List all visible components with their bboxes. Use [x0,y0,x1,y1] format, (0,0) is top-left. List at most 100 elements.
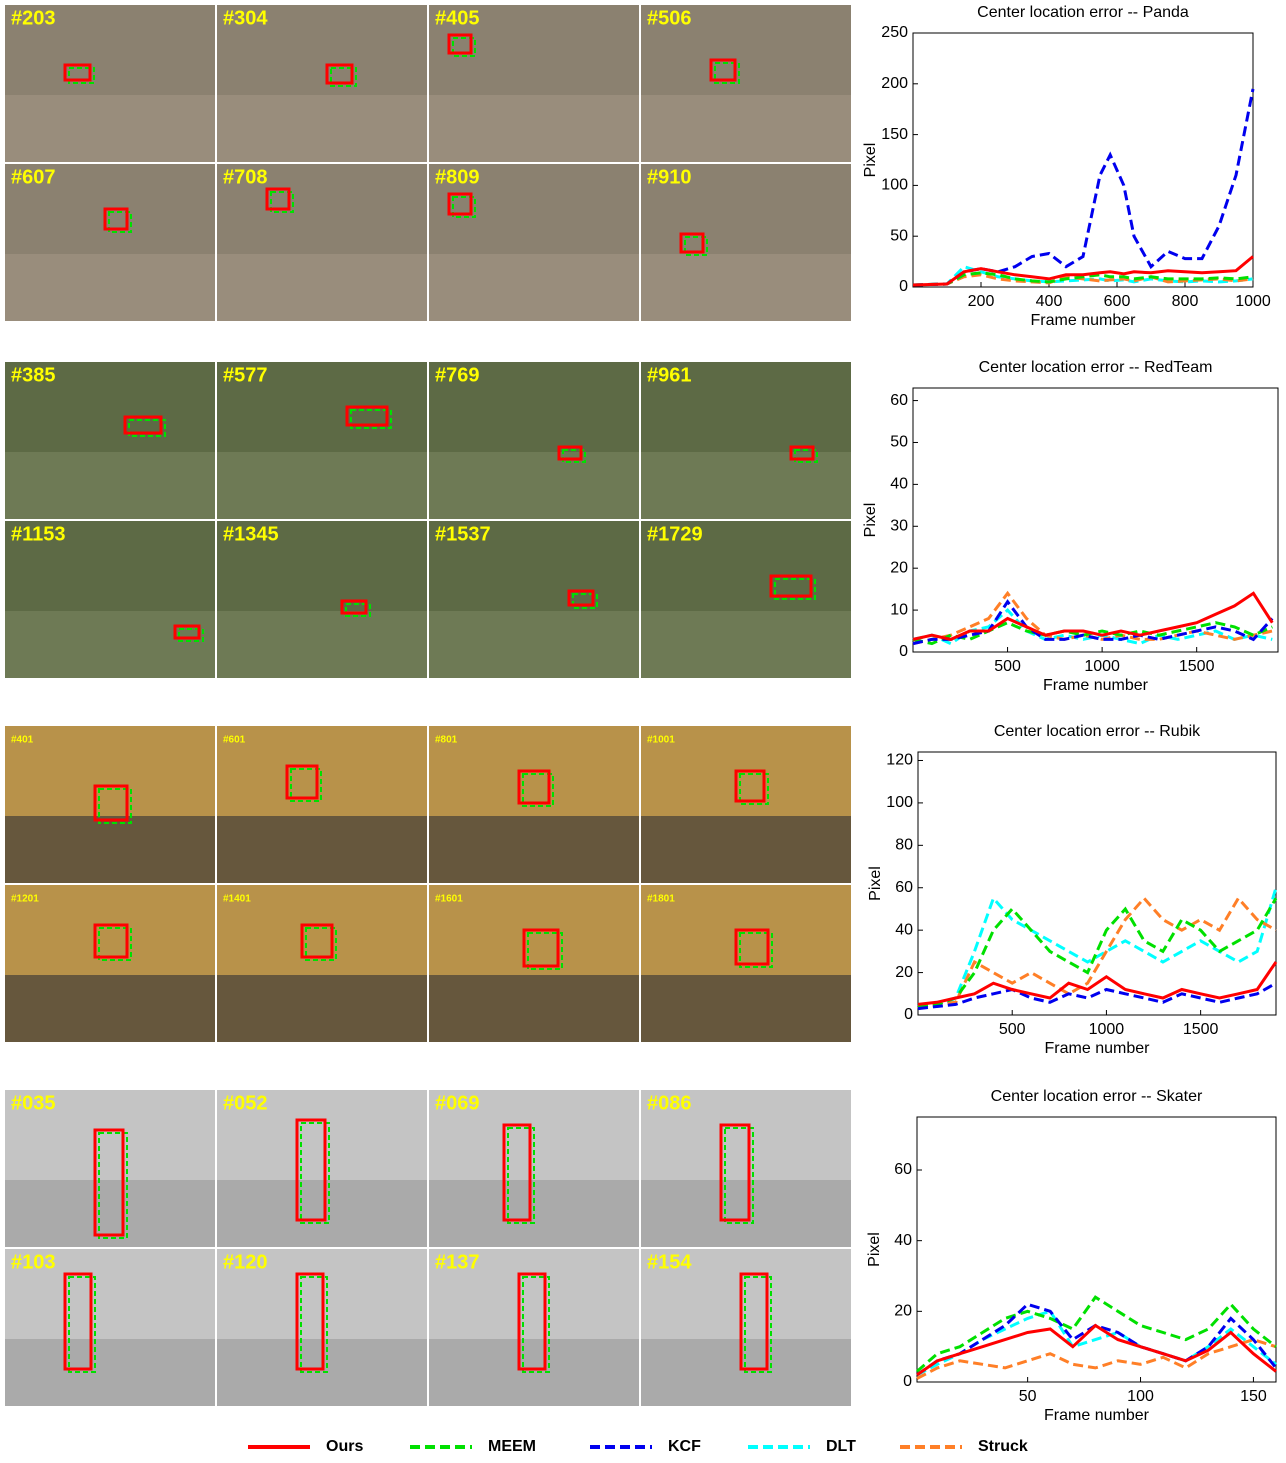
frame-image-detail [641,816,851,883]
frame-label: #1601 [435,894,463,905]
y-tick-label: 60 [895,879,913,896]
legend-label: KCF [668,1438,701,1455]
frame-image-detail [5,254,215,321]
y-tick-label: 150 [881,126,908,143]
x-tick-label: 150 [1240,1388,1267,1405]
frame-label: #103 [11,1251,56,1273]
frame-image-detail [641,95,851,162]
frame-image-detail [429,254,639,321]
x-tick-label: 500 [999,1021,1026,1038]
x-tick-label: 1000 [1235,293,1271,310]
y-tick-label: 10 [890,601,908,618]
x-tick-label: 1500 [1183,1021,1219,1038]
x-tick-label: 100 [1127,1388,1154,1405]
y-tick-label: 200 [881,75,908,92]
frame-image-detail [429,975,639,1042]
frame-label: #154 [647,1251,692,1273]
y-tick-label: 30 [890,518,908,535]
y-tick-label: 100 [886,794,913,811]
legend-label: Ours [326,1438,363,1455]
frame-label: #910 [647,166,692,188]
y-tick-label: 0 [904,1006,913,1023]
chart-title: Center location error -- Rubik [994,723,1201,740]
frame-image-detail [5,816,215,883]
legend-label: MEEM [488,1438,536,1455]
chart-title: Center location error -- RedTeam [979,359,1213,376]
x-tick-label: 600 [1104,293,1131,310]
frame-label: #506 [647,7,692,29]
x-tick-label: 200 [968,293,995,310]
frame-image-detail [217,95,427,162]
frame-label: #1401 [223,894,251,905]
frame-label: #1729 [647,523,703,545]
y-tick-label: 20 [890,559,908,576]
x-tick-label: 1500 [1179,658,1215,675]
frame-image-detail [217,975,427,1042]
y-tick-label: 0 [899,643,908,660]
frame-image-detail [429,452,639,519]
x-axis-label: Frame number [1045,1040,1151,1057]
frame-label: #401 [11,735,34,746]
frame-label: #405 [435,7,480,29]
chart-title: Center location error -- Skater [991,1088,1203,1105]
frame-label: #607 [11,166,56,188]
frame-label: #052 [223,1092,268,1114]
y-tick-label: 0 [903,1373,912,1390]
legend-label: DLT [826,1438,856,1455]
frame-label: #304 [223,7,268,29]
frame-label: #961 [647,364,692,386]
frame-label: #769 [435,364,480,386]
frame-label: #137 [435,1251,480,1273]
x-axis-label: Frame number [1031,312,1137,329]
x-axis-label: Frame number [1043,677,1149,694]
y-axis-label: Pixel [862,143,879,178]
frame-label: #1345 [223,523,279,545]
frame-label: #1153 [11,523,66,545]
frame-image-detail [641,611,851,678]
frame-label: #385 [11,364,56,386]
frame-image-detail [217,816,427,883]
frame-image-detail [641,1180,851,1247]
frame-label: #1201 [11,894,39,905]
y-tick-label: 40 [894,1232,912,1249]
y-tick-label: 60 [894,1161,912,1178]
frame-label: #1537 [435,523,491,545]
frame-image-detail [641,452,851,519]
y-tick-label: 120 [886,752,913,769]
frame-label: #035 [11,1092,56,1114]
chart-title: Center location error -- Panda [977,4,1189,21]
frame-image-detail [641,975,851,1042]
frame-label: #1801 [647,894,675,905]
frame-image-detail [429,816,639,883]
y-tick-label: 0 [899,278,908,295]
frame-image-detail [5,611,215,678]
frame-image-detail [5,975,215,1042]
frame-image-detail [5,452,215,519]
frame-label: #601 [223,735,246,746]
y-tick-label: 50 [890,227,908,244]
frame-image-detail [5,1180,215,1247]
frame-image-detail [217,1180,427,1247]
y-tick-label: 100 [881,177,908,194]
plot-area [917,1117,1276,1382]
frame-label: #086 [647,1092,692,1114]
x-tick-label: 500 [994,658,1021,675]
frame-label: #203 [11,7,56,29]
frame-image-detail [429,611,639,678]
y-tick-label: 50 [890,434,908,451]
y-tick-label: 40 [890,476,908,493]
x-axis-label: Frame number [1044,1407,1150,1424]
figure: #203#304#405#506#607#708#809#910#385#577… [0,0,1286,1458]
frame-image-detail [217,452,427,519]
frame-label: #809 [435,166,480,188]
frame-image-detail [5,1339,215,1406]
x-tick-label: 50 [1019,1388,1037,1405]
frame-label: #577 [223,364,268,386]
y-tick-label: 60 [890,392,908,409]
y-axis-label: Pixel [862,503,879,538]
frame-image-detail [5,95,215,162]
plot-area [913,33,1253,287]
y-tick-label: 80 [895,837,913,854]
y-tick-label: 250 [881,24,908,41]
frame-image-detail [217,254,427,321]
